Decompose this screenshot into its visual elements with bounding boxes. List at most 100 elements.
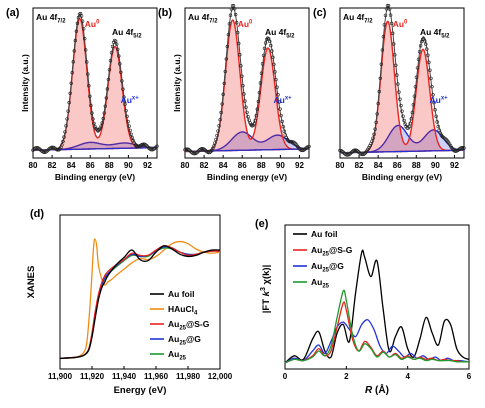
data-point	[259, 71, 264, 75]
x-tick-label: 80	[181, 161, 190, 170]
data-point	[236, 30, 240, 35]
data-point	[273, 70, 277, 74]
data-point	[224, 57, 229, 61]
data-point	[128, 128, 132, 133]
data-point	[268, 39, 272, 44]
data-point	[100, 121, 104, 125]
data-point	[425, 47, 429, 51]
data-point	[429, 76, 433, 81]
data-point	[383, 13, 388, 18]
data-point	[276, 93, 280, 97]
data-point	[68, 91, 72, 96]
data-point	[82, 36, 87, 41]
data-point	[382, 23, 387, 27]
annotation-aux: Aux+	[429, 95, 448, 105]
data-point	[398, 97, 402, 101]
data-point	[144, 144, 149, 148]
data-point	[388, 13, 393, 17]
data-point	[341, 150, 345, 154]
data-point	[135, 144, 140, 149]
data-point	[129, 132, 133, 137]
data-point	[130, 136, 134, 140]
data-point	[99, 124, 103, 128]
legend-label-2: Au25@S-G	[168, 319, 210, 332]
data-point	[380, 48, 385, 52]
data-point	[300, 148, 304, 153]
data-point	[387, 7, 392, 11]
data-point	[117, 54, 121, 58]
data-point	[127, 124, 131, 128]
data-point	[232, 7, 237, 11]
data-point	[81, 27, 86, 31]
legend-label-4: Au25	[168, 349, 187, 362]
data-point	[431, 93, 435, 97]
x-tick-label: 11,940	[112, 372, 137, 381]
data-point	[279, 113, 283, 118]
x-tick-label: 86	[86, 161, 95, 170]
data-point	[212, 144, 216, 148]
data-point	[412, 94, 417, 98]
x-tick-label: 84	[219, 161, 228, 170]
data-point	[218, 117, 222, 122]
data-point	[31, 148, 35, 152]
data-point	[436, 124, 440, 129]
x-tick-label: 92	[295, 161, 304, 170]
data-point	[416, 57, 421, 61]
data-point	[103, 104, 108, 108]
x-tick-label: 2	[344, 372, 349, 381]
data-point	[88, 94, 92, 98]
data-point	[409, 117, 413, 121]
x-tick-label: 82	[200, 161, 209, 170]
series-line-3	[284, 289, 469, 364]
data-point	[222, 81, 226, 86]
data-point	[153, 146, 157, 150]
data-point	[154, 145, 158, 149]
annotation-4f72: Au 4f7/2	[188, 12, 218, 25]
legend-label-3: Au25@G	[168, 334, 201, 347]
plot-frame	[284, 224, 470, 370]
data-point	[72, 49, 77, 53]
data-point	[227, 22, 232, 26]
data-point	[124, 108, 128, 113]
annotation-4f52: Au 4f5/2	[112, 27, 142, 40]
data-point	[120, 79, 124, 83]
data-point	[437, 128, 441, 132]
data-point	[386, 4, 391, 8]
data-point	[225, 44, 230, 49]
data-point	[213, 141, 217, 145]
data-point	[374, 120, 378, 125]
x-tick-label: 90	[276, 161, 285, 170]
data-point	[217, 124, 221, 128]
data-point	[401, 114, 405, 118]
line-panel-3: 11,900 11,920 11,940 11,960 11,980 12,000 (d) A…	[26, 208, 233, 396]
series-line-0	[59, 245, 221, 360]
data-point	[430, 84, 434, 89]
data-point	[396, 82, 400, 86]
x-axis-label: Binding energy (eV)	[362, 172, 442, 182]
series-line-2	[284, 319, 470, 364]
data-point	[256, 99, 261, 104]
x-tick-label: 90	[431, 161, 440, 170]
data-point	[107, 68, 112, 72]
data-point	[263, 41, 268, 45]
data-point	[269, 43, 273, 48]
data-point	[371, 136, 375, 140]
data-point	[118, 62, 122, 66]
data-point	[418, 44, 423, 48]
data-point	[122, 95, 126, 99]
panel-label: (a)	[6, 7, 20, 19]
plot-frame	[339, 7, 465, 159]
data-point	[80, 19, 85, 23]
data-point	[378, 76, 382, 80]
data-point	[277, 100, 281, 104]
data-point	[64, 124, 68, 128]
x-tick-label: 0	[283, 372, 288, 381]
data-point	[66, 109, 70, 113]
data-point	[69, 81, 73, 85]
data-point	[448, 144, 453, 148]
y-axis-label: Intensity (a.u.)	[20, 54, 30, 112]
data-point	[251, 123, 255, 128]
x-axis-label: Binding energy (eV)	[55, 172, 135, 182]
y-axis-label: |FT k3 χ(k)|	[260, 265, 272, 314]
